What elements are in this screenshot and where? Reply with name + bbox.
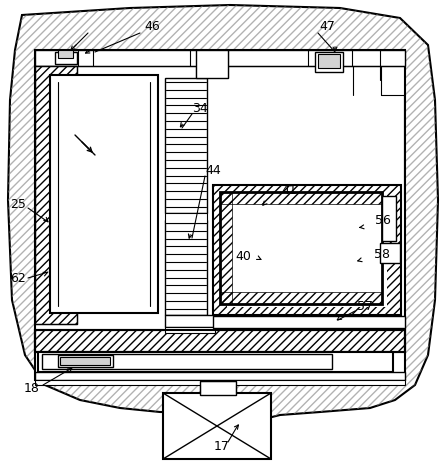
Bar bbox=[58, 355, 113, 367]
Bar bbox=[35, 50, 405, 66]
Bar bbox=[318, 54, 340, 68]
Bar bbox=[35, 372, 405, 380]
Bar bbox=[35, 66, 77, 324]
Text: 44: 44 bbox=[205, 163, 221, 176]
Bar bbox=[220, 292, 382, 304]
Text: 41: 41 bbox=[281, 183, 297, 196]
Bar bbox=[50, 75, 158, 313]
Bar bbox=[163, 393, 271, 459]
Bar bbox=[315, 52, 343, 72]
Bar bbox=[213, 316, 405, 328]
Bar bbox=[165, 220, 207, 315]
Text: 47: 47 bbox=[319, 20, 335, 33]
Text: 57: 57 bbox=[357, 300, 373, 313]
Bar bbox=[35, 380, 405, 385]
Bar bbox=[165, 315, 219, 327]
Text: 58: 58 bbox=[374, 248, 390, 261]
Bar bbox=[380, 243, 400, 263]
Bar bbox=[35, 50, 405, 380]
Text: 62: 62 bbox=[10, 271, 26, 284]
Bar bbox=[42, 354, 332, 369]
Text: 17: 17 bbox=[214, 439, 230, 452]
Text: 46: 46 bbox=[144, 20, 160, 33]
Bar bbox=[55, 52, 77, 64]
Bar bbox=[165, 78, 207, 213]
Bar bbox=[227, 195, 387, 307]
Bar bbox=[165, 213, 207, 223]
Bar bbox=[213, 185, 401, 315]
Bar bbox=[200, 381, 236, 395]
Text: 40: 40 bbox=[235, 250, 251, 263]
Bar bbox=[35, 330, 405, 352]
Text: 56: 56 bbox=[375, 214, 391, 227]
Bar bbox=[382, 196, 396, 241]
Bar bbox=[220, 192, 382, 304]
Bar bbox=[60, 357, 110, 365]
Bar bbox=[220, 192, 382, 204]
Bar bbox=[220, 192, 232, 304]
Bar bbox=[196, 50, 228, 78]
Bar bbox=[165, 327, 215, 333]
Bar bbox=[35, 66, 77, 324]
Bar bbox=[35, 330, 405, 352]
Polygon shape bbox=[8, 5, 438, 430]
Bar bbox=[58, 50, 73, 58]
Text: 25: 25 bbox=[10, 198, 26, 211]
Text: 18: 18 bbox=[24, 382, 40, 394]
Bar bbox=[38, 352, 393, 372]
Text: 34: 34 bbox=[192, 101, 208, 114]
